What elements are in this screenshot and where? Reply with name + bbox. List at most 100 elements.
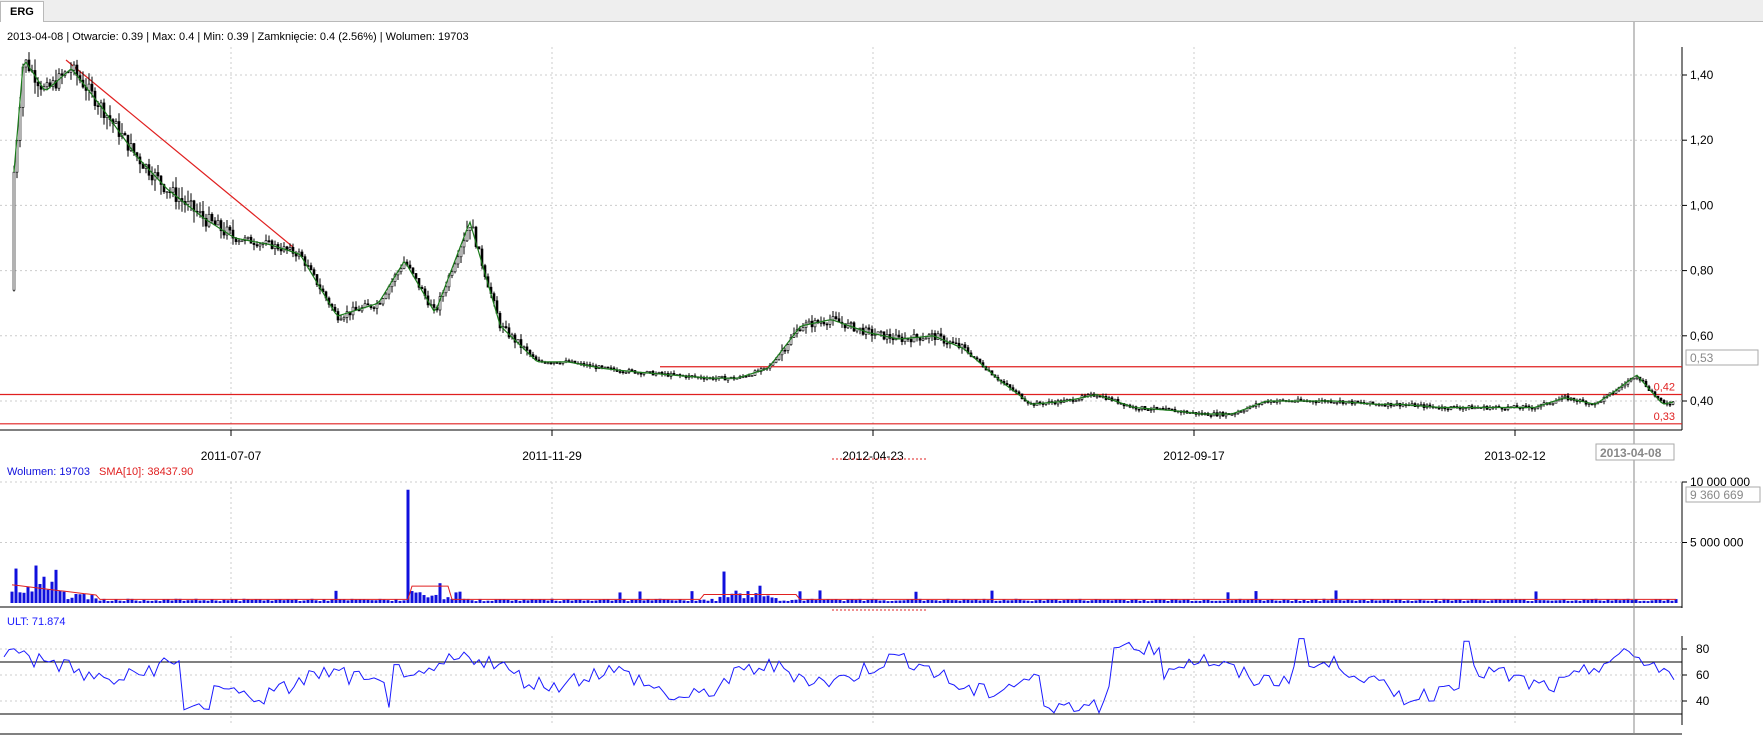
candle-body [702, 377, 706, 380]
volume-bar [110, 600, 114, 603]
volume-bar [610, 600, 614, 603]
volume-bar [134, 600, 138, 603]
candle-body [258, 243, 262, 247]
candle [720, 375, 724, 378]
candle [1461, 405, 1465, 413]
candle-body [1242, 410, 1246, 413]
volume-bar [266, 599, 270, 603]
volume-bar [882, 600, 886, 603]
volume-bar [978, 600, 982, 603]
candle [783, 347, 787, 354]
volume-bar [738, 593, 742, 603]
volume-bar [1526, 600, 1530, 603]
volume-bar [210, 599, 214, 603]
candle [1056, 398, 1060, 407]
candle-body [1671, 401, 1675, 405]
candle [1470, 403, 1474, 410]
volume-bar [182, 600, 186, 603]
volume-bar [658, 598, 662, 603]
x-tick-label: 2012-04-23 [842, 449, 904, 463]
volume-bar [114, 599, 118, 603]
candle-body [834, 316, 838, 319]
candle [282, 242, 286, 253]
volume-bar [774, 598, 778, 603]
volume-bar [214, 600, 218, 603]
volume-bar [206, 600, 210, 603]
candle [1200, 410, 1204, 416]
volume-bar [1366, 601, 1370, 603]
volume-bar [794, 599, 798, 603]
volume-bar [1566, 600, 1570, 603]
candle [801, 323, 805, 332]
volume-bar [1374, 600, 1378, 603]
candle [1599, 401, 1603, 404]
volume-bar [626, 601, 630, 603]
candle-body [1533, 407, 1537, 410]
candle-body [1524, 405, 1528, 408]
candle [225, 220, 229, 240]
candle [1224, 411, 1228, 419]
tab-erg[interactable]: ERG [0, 1, 44, 22]
candle [366, 299, 370, 306]
candle-body [648, 370, 652, 373]
candle [156, 164, 160, 180]
candle-body [57, 73, 61, 89]
candle-body [45, 82, 49, 88]
candle-body [507, 327, 511, 338]
volume-bar [1546, 600, 1550, 603]
volume-bar [970, 600, 974, 603]
candle-body [621, 371, 625, 373]
candle-body [249, 236, 253, 244]
trend-line[interactable] [65, 59, 294, 248]
candle [210, 212, 214, 224]
cursor-date-label: 2013-04-08 [1600, 446, 1662, 460]
candle-body [201, 211, 205, 219]
candle [1233, 412, 1237, 418]
volume-bar [534, 599, 538, 603]
candle [606, 366, 610, 369]
candle-body [291, 247, 295, 254]
volume-bar [726, 597, 730, 603]
candle-body [36, 82, 40, 87]
volume-bar [1198, 600, 1202, 603]
candle [1089, 391, 1093, 398]
candle-body [96, 105, 100, 107]
candle [1542, 400, 1546, 407]
candle [1149, 406, 1153, 414]
candle [1383, 403, 1387, 407]
volume-bar [862, 600, 866, 603]
volume-bar [246, 599, 250, 603]
volume-bar [1182, 599, 1186, 603]
candle [840, 316, 844, 328]
candle-body [879, 331, 883, 334]
volume-bar [1062, 600, 1066, 603]
volume-bar [510, 600, 514, 603]
volume-bar [38, 584, 42, 603]
candle [555, 362, 559, 364]
volume-bar [1422, 600, 1426, 603]
volume-bar [278, 599, 282, 603]
volume-bar [1066, 599, 1070, 603]
candle-body [159, 175, 163, 185]
volume-bar [778, 600, 782, 603]
candle-body [231, 229, 235, 239]
candle [1218, 411, 1222, 419]
candle [813, 317, 817, 332]
volume-bar [814, 599, 818, 603]
volume-bar [1662, 600, 1666, 603]
volume-bar [1002, 599, 1006, 603]
candle-body [267, 240, 271, 242]
candle-body [1659, 397, 1663, 401]
candle-body [462, 240, 466, 248]
volume-bar [1382, 599, 1386, 603]
volume-bar [538, 599, 542, 603]
price-candles [12, 52, 1675, 419]
candle [372, 305, 376, 312]
candle [846, 319, 850, 330]
volume-bar [850, 599, 854, 603]
candle-body [123, 133, 127, 136]
candle [888, 328, 892, 344]
candle [945, 337, 949, 349]
ult-line [3, 638, 1675, 715]
